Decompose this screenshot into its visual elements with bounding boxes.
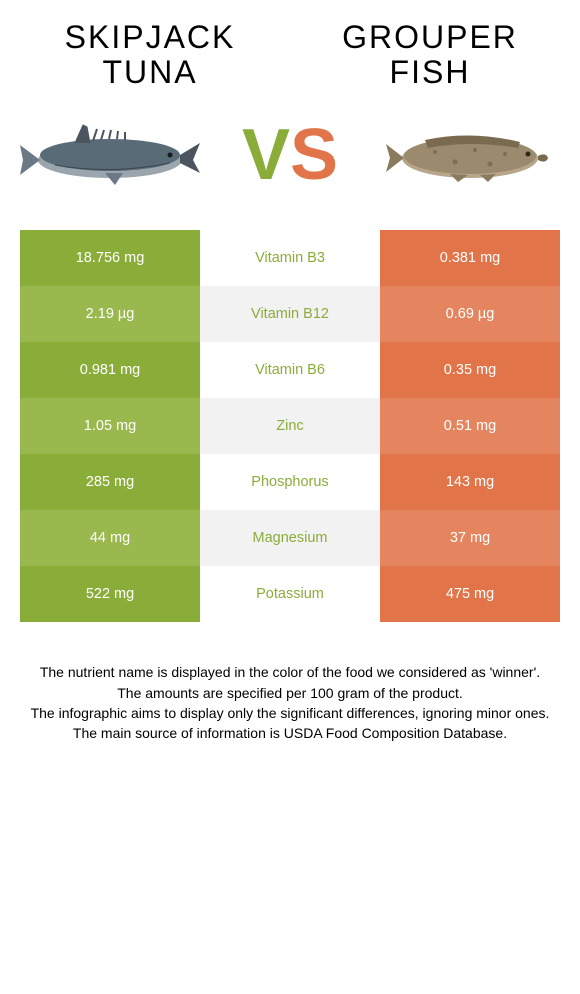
vs-v: V [242,114,290,196]
left-value: 44 mg [20,510,200,566]
left-food-line1: Skipjack [50,20,250,55]
left-value: 0.981 mg [20,342,200,398]
footer-line-4: The main source of information is USDA F… [20,723,560,743]
left-value: 2.19 µg [20,286,200,342]
right-value: 0.69 µg [380,286,560,342]
nutrient-label: Vitamin B12 [200,286,380,342]
right-value: 0.381 mg [380,230,560,286]
table-row: 522 mgPotassium475 mg [20,566,560,622]
footer-line-2: The amounts are specified per 100 gram o… [20,683,560,703]
table-row: 2.19 µgVitamin B120.69 µg [20,286,560,342]
table-row: 285 mgPhosphorus143 mg [20,454,560,510]
right-value: 475 mg [380,566,560,622]
nutrient-label: Vitamin B3 [200,230,380,286]
right-food-title: grouper fish [330,20,530,90]
footer-line-3: The infographic aims to display only the… [20,703,560,723]
vs-s: S [290,114,338,196]
vs-label: VS [242,114,338,196]
nutrient-label: Phosphorus [200,454,380,510]
nutrient-label: Magnesium [200,510,380,566]
right-food-line2: fish [330,55,530,90]
tuna-image [15,110,205,200]
left-value: 1.05 mg [20,398,200,454]
left-food-line2: tuna [50,55,250,90]
vs-row: VS [0,100,580,230]
nutrient-label: Potassium [200,566,380,622]
nutrient-label: Vitamin B6 [200,342,380,398]
right-value: 37 mg [380,510,560,566]
footer: The nutrient name is displayed in the co… [0,662,580,743]
grouper-image [375,110,565,200]
left-value: 522 mg [20,566,200,622]
table-row: 0.981 mgVitamin B60.35 mg [20,342,560,398]
right-value: 0.51 mg [380,398,560,454]
nutrient-label: Zinc [200,398,380,454]
table-row: 18.756 mgVitamin B30.381 mg [20,230,560,286]
right-food-line1: grouper [330,20,530,55]
right-value: 143 mg [380,454,560,510]
left-food-title: Skipjack tuna [50,20,250,90]
left-value: 285 mg [20,454,200,510]
right-value: 0.35 mg [380,342,560,398]
nutrient-table: 18.756 mgVitamin B30.381 mg2.19 µgVitami… [20,230,560,622]
table-row: 44 mgMagnesium37 mg [20,510,560,566]
footer-line-1: The nutrient name is displayed in the co… [20,662,560,682]
header: Skipjack tuna grouper fish [0,0,580,100]
table-row: 1.05 mgZinc0.51 mg [20,398,560,454]
left-value: 18.756 mg [20,230,200,286]
